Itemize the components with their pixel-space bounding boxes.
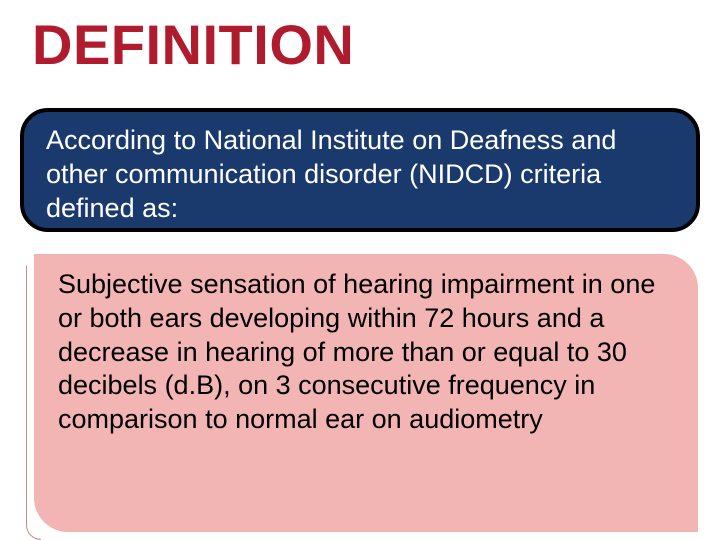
- intro-text: According to National Institute on Deafn…: [46, 124, 674, 225]
- definition-box: Subjective sensation of hearing impairme…: [34, 254, 698, 532]
- intro-box: According to National Institute on Deafn…: [20, 108, 700, 232]
- slide-title: DEFINITION: [32, 12, 354, 77]
- definition-text: Subjective sensation of hearing impairme…: [58, 268, 678, 437]
